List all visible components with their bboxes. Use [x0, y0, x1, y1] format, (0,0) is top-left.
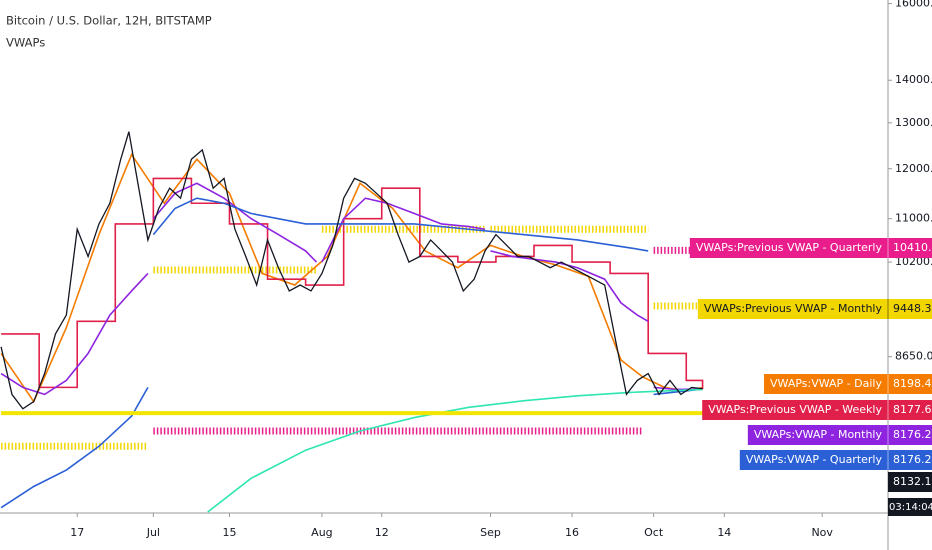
vwap-crosses	[1, 225, 703, 450]
price-badge	[888, 472, 932, 492]
x-tick-label: 14	[717, 526, 731, 539]
legend-badge	[739, 450, 932, 470]
plot	[0, 131, 714, 513]
y-tick-label: 13000.00	[895, 116, 932, 129]
legend-name: VWAPs:VWAP - Quarterly	[746, 453, 883, 466]
vwap-line	[0, 152, 703, 404]
price-line	[0, 131, 703, 410]
legend-value: 8198.41	[893, 377, 932, 390]
legend-badge	[689, 238, 932, 258]
legend-value: 10410.27	[893, 241, 932, 254]
legend-value: 8176.22	[893, 453, 932, 466]
last-price: 8132.15	[893, 475, 932, 488]
x-tick-label: Aug	[311, 526, 332, 539]
legend-name: VWAPs:Previous VWAP - Quarterly	[696, 241, 883, 254]
legend-name: VWAPs:Previous VWAP - Monthly	[704, 302, 883, 315]
chart-title: Bitcoin / U.S. Dollar, 12H, BITSTAMP	[6, 14, 212, 28]
time-badge	[888, 498, 932, 516]
x-tick-label: 17	[70, 526, 84, 539]
legend-value: 8176.22	[893, 428, 932, 441]
x-tick-label: 16	[565, 526, 579, 539]
x-tick-label: 15	[222, 526, 236, 539]
x-tick-label: Nov	[811, 526, 833, 539]
countdown: 03:14:04	[889, 502, 932, 513]
legend-name: VWAPs:Previous VWAP - Weekly	[708, 403, 882, 416]
x-tick-label: 12	[375, 526, 389, 539]
y-tick-label: 11000.00	[895, 212, 932, 225]
vwap-crosses	[153, 246, 703, 435]
x-tick-label: Sep	[480, 526, 501, 539]
x-tick-label: Jul	[146, 526, 160, 539]
legend-badge	[747, 425, 932, 445]
x-tick-label: Oct	[644, 526, 664, 539]
legend-name: VWAPs:VWAP - Daily	[770, 377, 882, 390]
y-tick-label: 14000.00	[895, 73, 932, 86]
y-tick-label: 10200.00	[895, 255, 932, 268]
legend-name: VWAPs:VWAP - Monthly	[754, 428, 883, 441]
y-tick-label: 8650.00	[895, 350, 932, 363]
legend-badge	[764, 374, 932, 394]
legend-badge	[697, 299, 932, 319]
y-tick-label: 12000.00	[895, 162, 932, 175]
indicator-name: VWAPs	[6, 36, 45, 50]
y-tick-label: 16000.00	[895, 0, 932, 10]
legend-value: 9448.38	[893, 302, 932, 315]
vwap-step	[1, 177, 704, 389]
legend-value: 8177.63	[893, 403, 932, 416]
legend-badge	[702, 400, 932, 420]
